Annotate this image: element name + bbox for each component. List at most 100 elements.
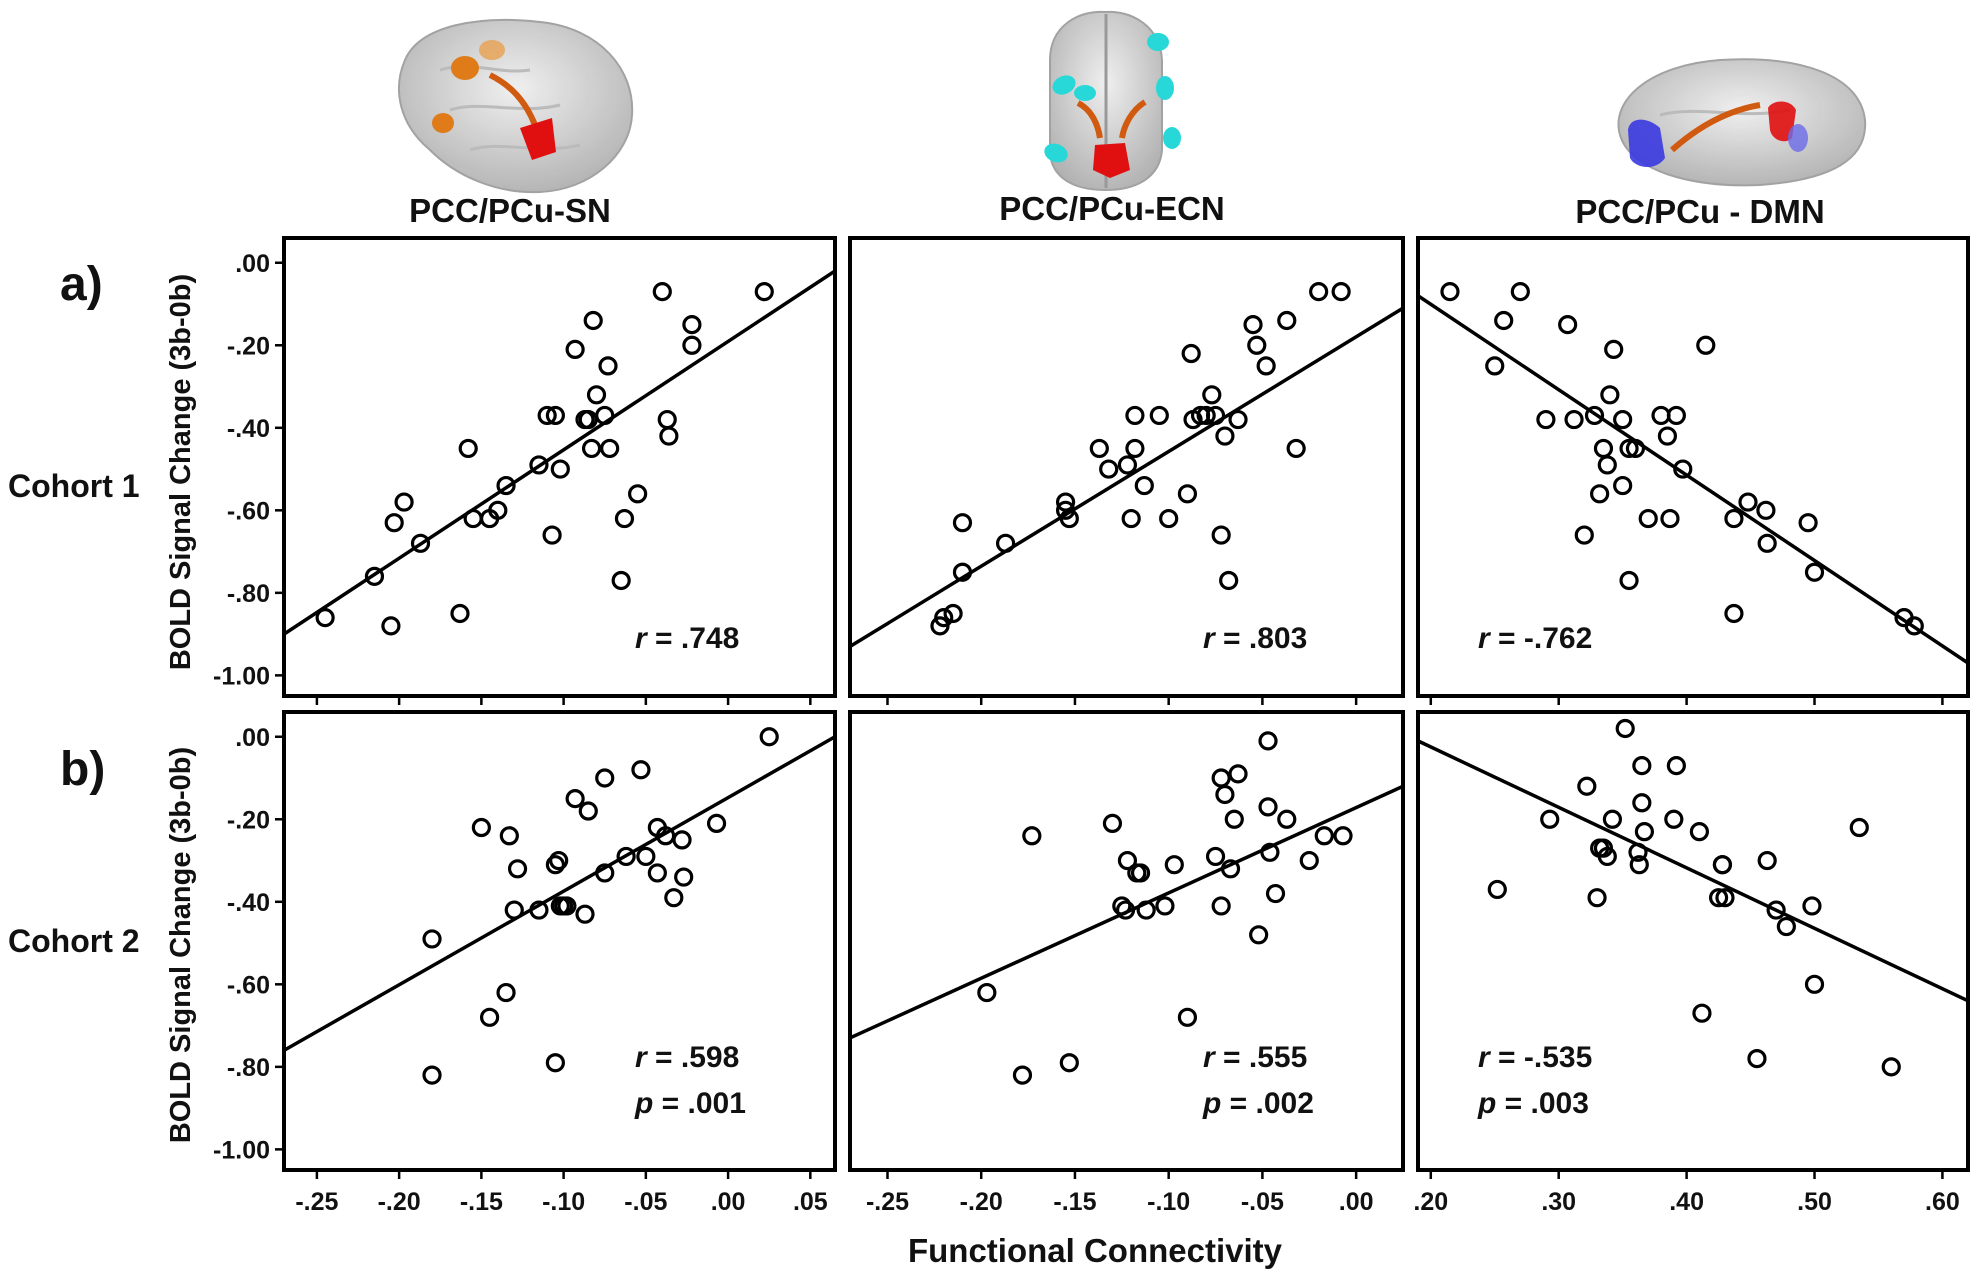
data-point [550, 459, 570, 479]
y-tick-label: -.80 [227, 1054, 270, 1082]
data-point [1134, 475, 1154, 496]
data-point [1756, 500, 1776, 520]
data-point [1625, 438, 1646, 459]
regression-line [284, 735, 835, 1052]
data-point [1115, 900, 1136, 920]
data-point [1613, 409, 1633, 430]
data-point [1059, 508, 1079, 529]
data-point [600, 438, 620, 459]
data-point [1715, 888, 1735, 908]
data-point [636, 846, 656, 867]
data-point [1220, 859, 1241, 879]
column-title-sn: PCC/PCu-SN [409, 192, 611, 229]
data-point [1159, 508, 1179, 529]
data-point [759, 727, 779, 747]
data-point [1247, 335, 1267, 355]
data-point [537, 405, 557, 426]
data-point [595, 768, 615, 788]
data-point [1149, 405, 1169, 426]
column-title-ecn: PCC/PCu-ECN [999, 190, 1225, 227]
r-value: r = -.535 [1478, 1041, 1592, 1074]
data-point [450, 603, 470, 624]
x-tick-label: -.15 [460, 1188, 503, 1216]
data-point [1112, 896, 1132, 916]
panels: .00 -.20 -.40 -.60 -.80 -1.00 r = .748 r = .803… [213, 236, 1970, 1216]
data-point [1249, 925, 1269, 945]
data-point [1258, 731, 1278, 751]
y-tick-label: -1.00 [213, 1136, 270, 1164]
data-point [664, 888, 684, 908]
data-point [1619, 438, 1639, 459]
r-value: r = .803 [1203, 622, 1307, 655]
data-point [1202, 385, 1222, 405]
panel-1: .00 -.20 -.40 -.60 -.80 -1.00 r = .748 [213, 236, 837, 705]
r-value: r = -.762 [1478, 622, 1592, 655]
data-point [1904, 616, 1924, 636]
data-point [1849, 817, 1869, 838]
data-point [422, 929, 442, 949]
data-point [1258, 797, 1278, 817]
x-tick-label: .60 [1925, 1188, 1960, 1216]
data-point [657, 409, 677, 430]
data-point [1666, 405, 1686, 426]
data-point [943, 603, 963, 624]
data-point [598, 356, 618, 376]
data-point [1632, 756, 1652, 776]
data-point [1117, 455, 1138, 475]
data-point [1059, 1053, 1079, 1073]
data-point [1757, 533, 1777, 553]
plot-frame [1416, 236, 1970, 698]
plot-frame [848, 710, 1405, 1172]
data-point [1215, 426, 1235, 446]
panel-6: .20 .30 .40 .50 .60 r = -.535 p = .003 [1413, 710, 1970, 1216]
y-tick-label: -.80 [227, 580, 270, 608]
data-point [1613, 475, 1633, 496]
data-point [1804, 974, 1825, 994]
panel-3: r = -.762 [1416, 236, 1970, 705]
plot-frame [848, 236, 1405, 698]
data-point [529, 455, 549, 475]
data-point [1485, 356, 1505, 376]
data-point [1776, 916, 1796, 937]
data-point [1510, 282, 1530, 302]
data-point [1738, 492, 1758, 512]
y-tick-label: -.20 [227, 806, 270, 834]
data-point [1597, 846, 1617, 867]
y-tick-label: -.60 [227, 497, 270, 525]
data-point [1564, 409, 1584, 430]
data-point [586, 385, 607, 405]
x-tick-label: -.15 [1053, 1188, 1096, 1216]
data-point [1125, 405, 1145, 426]
data-point [595, 405, 615, 426]
data-point [422, 1065, 442, 1085]
data-point [565, 789, 585, 809]
data-point [1615, 718, 1635, 739]
x-tick-label: .40 [1669, 1188, 1704, 1216]
data-point [1211, 768, 1231, 788]
plot-frame [282, 236, 837, 698]
data-point [952, 513, 973, 533]
data-point [1629, 855, 1649, 875]
data-point [504, 900, 524, 920]
data-point [1638, 508, 1658, 529]
data-point [652, 282, 672, 302]
data-point [1177, 484, 1198, 504]
data-point [581, 438, 602, 459]
r-value: r = .748 [635, 622, 739, 655]
data-point [1590, 484, 1610, 504]
x-tick-label: -.25 [866, 1188, 909, 1216]
data-point [1012, 1065, 1033, 1085]
data-point [1265, 883, 1286, 904]
data-point [1125, 438, 1145, 459]
y-tick-label: -.40 [227, 889, 270, 917]
data-point [499, 826, 519, 846]
data-point [1747, 1048, 1767, 1069]
data-point [706, 813, 727, 834]
data-point [1224, 809, 1244, 829]
regression-line [850, 306, 1403, 648]
regression-line [1418, 294, 1968, 665]
data-point [1243, 315, 1263, 335]
data-point [682, 315, 702, 335]
data-point [1696, 335, 1716, 355]
